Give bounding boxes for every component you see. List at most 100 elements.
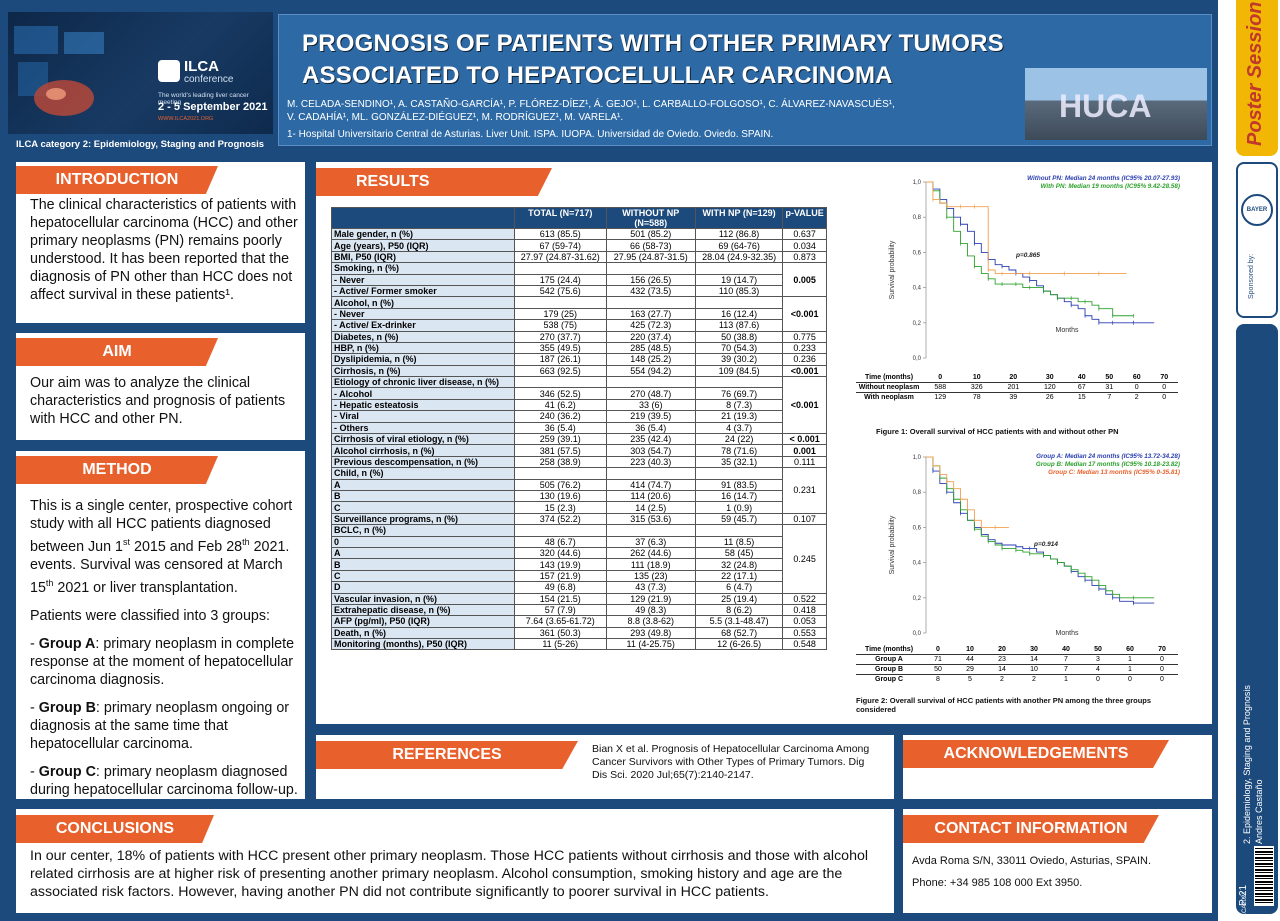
table-cell: 70 (54.3) [694, 341, 784, 355]
risk-value: 39 [1009, 394, 1018, 401]
table-cell: 57 (7.9) [514, 603, 607, 617]
row-label: - Viral [330, 410, 516, 423]
table-cell: 50 (38.8) [694, 330, 784, 343]
table-row: HBP, n (%) 355 (49.5) 285 (48.5) 70 (54.3) 0… [330, 341, 827, 355]
barcode-icon [1254, 846, 1274, 906]
risk-row: Without neoplasm 588 326 201 120 67 31 0 0 [856, 382, 1178, 393]
table-row: - Alcohol 346 (52.5) 270 (48.7) 76 (69.7) [330, 387, 827, 400]
table-cell: 14 (2.5) [605, 501, 696, 514]
p-value-cell: 0.034 [782, 239, 827, 252]
risk-time: 30 [1030, 646, 1038, 653]
row-label: A [330, 478, 516, 492]
table-cell: 110 (85.3) [694, 284, 784, 298]
acknowledgements-heading: ACKNOWLEDGEMENTS [903, 740, 1169, 768]
figure-2: 0,0 0,2 0,4 0,6 0,8 1,0 Survival probability Mo… [856, 445, 1186, 715]
row-label: Male gender, n (%) [330, 227, 516, 241]
row-label: BMI, P50 (IQR) [330, 250, 516, 264]
bayer-logo-icon: BAYER [1241, 194, 1273, 226]
km-series-line-1 [926, 181, 1134, 317]
table-cell: 15 (2.3) [514, 501, 607, 514]
table-cell: 235 (42.4) [605, 433, 696, 446]
x-axis-label: Months [1056, 630, 1079, 637]
risk-value: 4 [1096, 666, 1100, 673]
references-text: Bian X et al. Prognosis of Hepatocellula… [592, 743, 870, 781]
row-label: Diabetes, n (%) [330, 330, 516, 343]
table-cell: 16 (14.7) [694, 489, 784, 503]
row-label: Vascular invasion, n (%) [330, 592, 516, 605]
risk-row-label: Group C [875, 676, 903, 683]
table-cell: 148 (25.2) [605, 353, 696, 366]
risk-header-row: Time (months) 0 10 20 30 40 50 60 70 [856, 645, 1178, 655]
table-cell: 27.97 (24.87-31.62) [514, 250, 607, 264]
table-cell: 259 (39.1) [514, 433, 607, 446]
row-label: B [330, 489, 516, 503]
risk-value: 201 [1007, 384, 1020, 391]
sponsored-by-label: Sponsored by: [1248, 253, 1255, 299]
table-cell: 16 (12.4) [694, 307, 784, 321]
risk-row: With neoplasm 129 78 39 26 15 7 2 0 [856, 392, 1178, 403]
risk-row: Group C 8 5 2 2 1 0 0 0 [856, 674, 1178, 685]
table-row: B 143 (19.9) 111 (18.9) 32 (24.8) [330, 558, 827, 571]
authors-line1: M. CELADA-SENDINO¹, A. CASTAÑO-GARCÍA¹, … [287, 99, 895, 110]
table-cell: 129 (21.9) [605, 592, 696, 605]
table-cell: 361 (50.3) [514, 626, 607, 640]
table-row: - Active/ Ex-drinker 538 (75) 425 (72.3) 11… [330, 319, 827, 332]
km2-legend: Group A: Median 24 months (IC95% 13.72-3… [1036, 453, 1180, 477]
table-row: Smoking, n (%) 0.005 [330, 262, 827, 298]
y-tick-label: 1,0 [913, 455, 922, 461]
table-cell: 414 (74.7) [605, 478, 696, 492]
table-row: D 49 (6.8) 43 (7.3) 6 (4.7) [330, 581, 827, 594]
ilca-logo-name: ILCA [184, 58, 219, 75]
risk-value: 0 [1160, 676, 1164, 683]
km-chart-1: 0,0 0,2 0,4 0,6 0,8 1,0 Survival probability Mo… [889, 180, 1155, 362]
table-cell [514, 467, 607, 480]
y-tick-label: 0,2 [913, 596, 922, 602]
p-value-cell: <0.001 [782, 376, 827, 435]
sponsor-box: BAYER Sponsored by: [1236, 162, 1278, 318]
row-label: - Others [330, 421, 516, 435]
table-cell: 262 (44.6) [605, 546, 696, 560]
results-heading: RESULTS [316, 168, 552, 196]
method-paragraph-1: This is a single center, prospective coh… [30, 498, 293, 596]
risk-value: 26 [1045, 394, 1054, 401]
risk-value: 67 [1077, 384, 1086, 391]
table-cell: 219 (39.5) [605, 410, 696, 423]
table-cell: 285 (48.5) [605, 341, 696, 355]
risk-value: 71 [934, 656, 942, 663]
table-cell: 24 (22) [694, 433, 784, 446]
risk-time: 40 [1077, 374, 1086, 381]
table-cell: 22 (17.1) [694, 569, 784, 583]
p-value-cell: 0.107 [782, 512, 827, 526]
row-label: Extrahepatic disease, n (%) [330, 603, 516, 617]
table-cell: 32 (24.8) [694, 558, 784, 571]
km1-legend-with: With PN: Median 19 months (IC95% 9.42-28… [1040, 183, 1180, 190]
group-b-item: - Group B: primary neoplasm ongoing or d… [30, 699, 290, 752]
risk-value: 7 [1064, 656, 1068, 663]
km-chart-2: 0,0 0,2 0,4 0,6 0,8 1,0 Survival probability Mo… [889, 455, 1155, 637]
session-topic: 2. Epidemiology, Staging and Prognosis [1242, 685, 1252, 844]
table-row: BCLC, n (%) 0.245 [330, 524, 827, 594]
row-label: C [330, 501, 516, 514]
col-header-4: p-VALUE [782, 207, 827, 229]
table-cell [514, 296, 607, 309]
col-header-3: WITH NP (N=129) [694, 207, 784, 229]
aim-text: Our aim was to analyze the clinical char… [30, 375, 286, 427]
ilca-logo-subname: conference [184, 74, 234, 85]
table-cell [514, 262, 607, 275]
risk-value: 0 [1162, 394, 1167, 401]
risk-value: 8 [936, 676, 940, 683]
risk-time: 0 [936, 646, 940, 653]
row-label: Age (years), P50 (IQR) [330, 239, 516, 252]
table-cell: 538 (75) [514, 319, 607, 332]
p-value-cell: 0.418 [782, 603, 827, 617]
row-label: - Never [330, 307, 516, 321]
p-value-cell: 0.111 [782, 455, 827, 469]
table-cell: 78 (71.6) [694, 444, 784, 457]
table-cell: 36 (5.4) [605, 421, 696, 435]
risk-row-label: Group B [875, 666, 903, 673]
session-author: Andres Castaño [1254, 779, 1264, 844]
table-cell: 69 (64-76) [694, 239, 784, 252]
p-value-cell: 0.245 [782, 524, 827, 594]
km-series-line-0 [926, 456, 1155, 604]
table-cell: 270 (37.7) [514, 330, 607, 343]
